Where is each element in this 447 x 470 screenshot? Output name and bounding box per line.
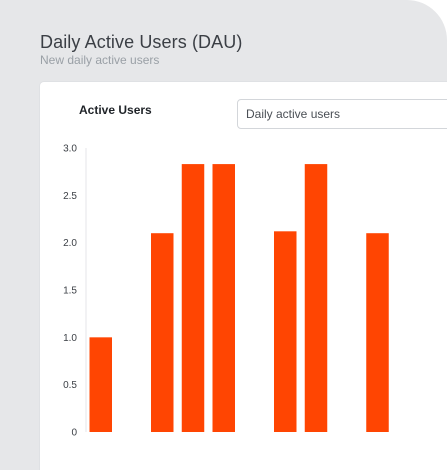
- bar[interactable]: [151, 233, 174, 432]
- chart-card-label: Active Users: [79, 103, 152, 117]
- bar-series: [89, 164, 389, 432]
- y-tick-label: 0.5: [63, 380, 77, 391]
- page-title: Daily Active Users (DAU): [40, 32, 243, 52]
- y-tick-label: 1.5: [63, 286, 77, 297]
- metric-select[interactable]: Daily active users: [237, 99, 447, 129]
- y-tick-label: 3.0: [63, 144, 77, 155]
- bar[interactable]: [212, 164, 236, 432]
- bar[interactable]: [181, 164, 205, 432]
- bar[interactable]: [89, 337, 113, 432]
- bar[interactable]: [304, 164, 328, 432]
- y-tick-label: 1.0: [63, 333, 77, 344]
- bar[interactable]: [274, 231, 297, 432]
- bar[interactable]: [366, 233, 389, 432]
- page-subtitle: New daily active users: [40, 53, 160, 67]
- y-axis-tick-labels: 3.0 2.5 2.0 1.5 1.0 0.5 0: [63, 144, 77, 439]
- y-tick-label: 2.5: [63, 191, 77, 202]
- y-tick-label: 0: [71, 428, 77, 439]
- y-tick-label: 2.0: [63, 238, 77, 249]
